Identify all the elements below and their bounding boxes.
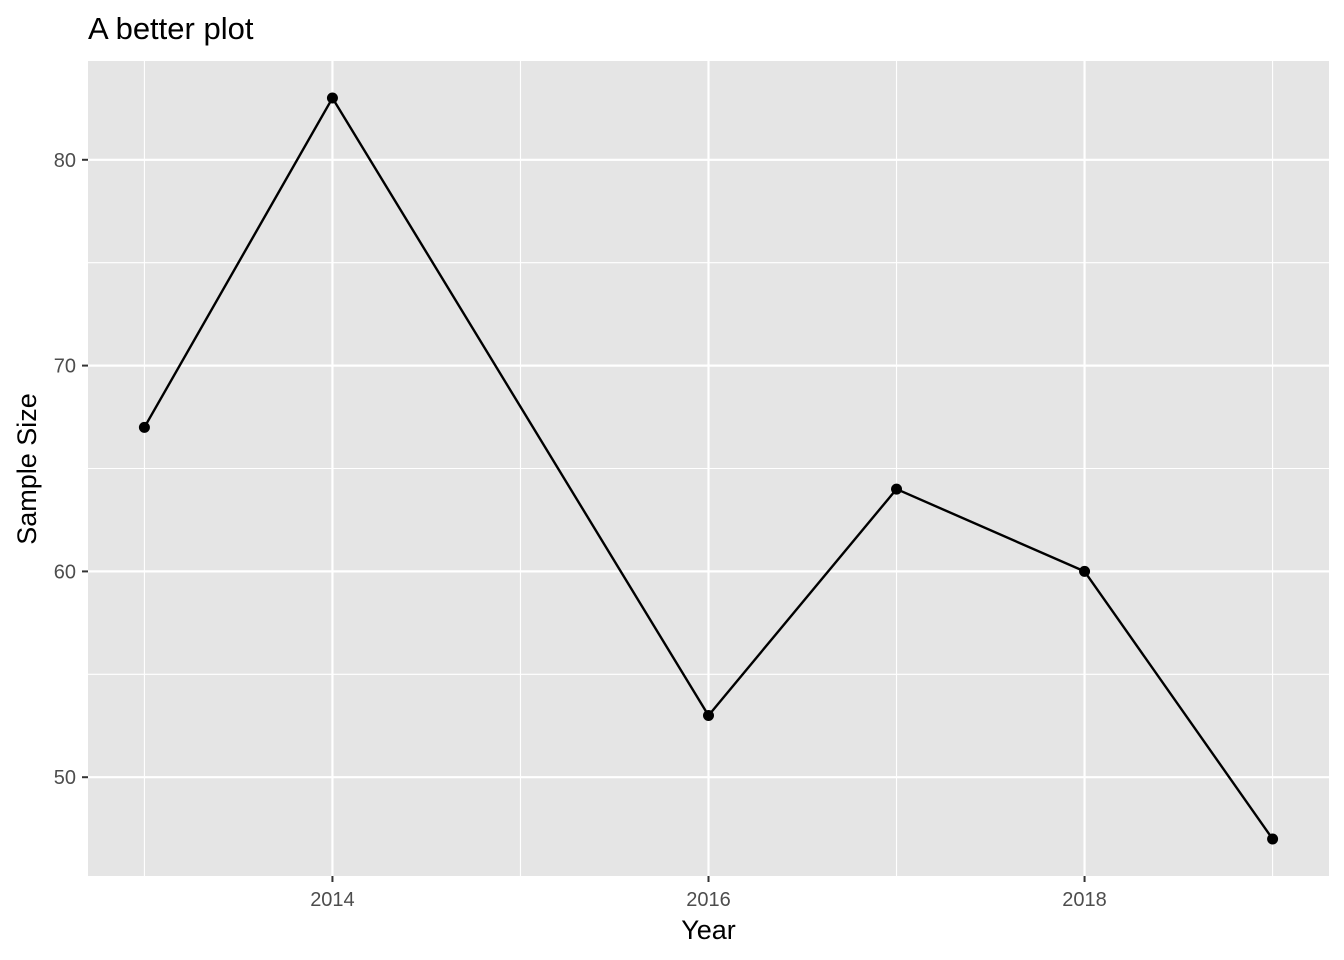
- major-gridlines: [88, 61, 1329, 876]
- data-point: [1267, 833, 1279, 845]
- y-tick-label: 60: [54, 561, 76, 583]
- tick-labels: 2014 2016 2018 50 60 70 80: [54, 150, 1107, 911]
- data-point: [891, 483, 903, 495]
- x-tick-label: 2018: [1062, 889, 1107, 911]
- series-layer: [138, 92, 1279, 845]
- x-tick-label: 2016: [686, 889, 731, 911]
- chart-title: A better plot: [88, 11, 254, 46]
- x-tick-label: 2014: [310, 889, 355, 911]
- y-tick-label: 50: [54, 767, 76, 789]
- x-axis-title: Year: [681, 915, 736, 945]
- data-point: [138, 421, 150, 433]
- y-tick-label: 80: [54, 150, 76, 172]
- data-point: [703, 709, 714, 721]
- data-point: [326, 92, 338, 104]
- axis-ticks: [82, 158, 1086, 882]
- data-point: [1079, 565, 1091, 577]
- y-axis-title: Sample Size: [12, 393, 42, 545]
- y-tick-label: 70: [54, 356, 76, 378]
